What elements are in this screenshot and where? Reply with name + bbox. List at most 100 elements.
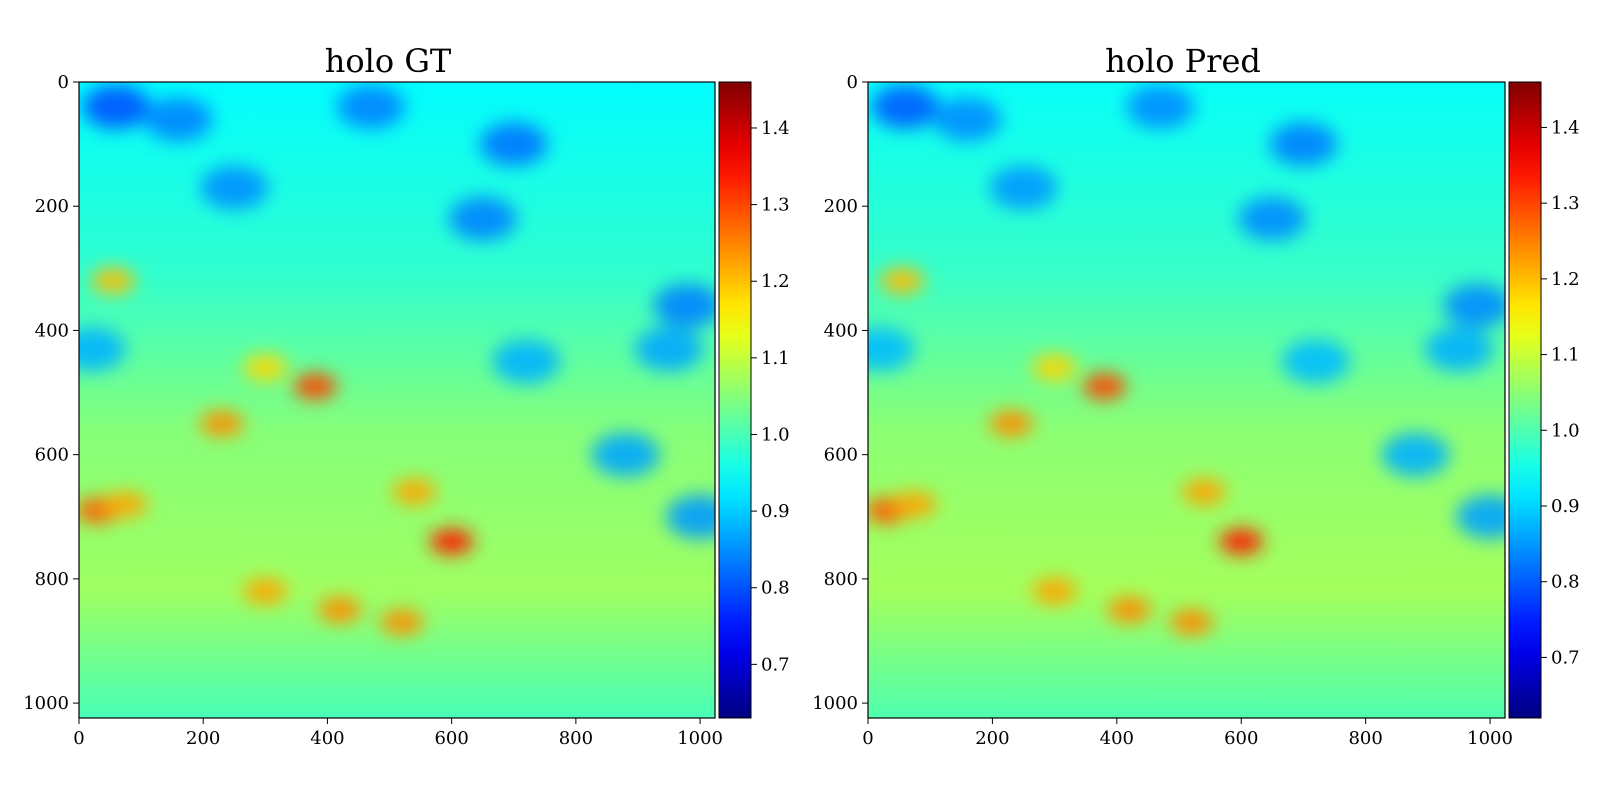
colorbar-tick-label: 0.7 <box>761 654 790 675</box>
x-axis: 0 200 400 600 800 1000 <box>862 718 1513 749</box>
colorbar <box>719 82 751 718</box>
y-tick-label: 1000 <box>23 693 69 714</box>
heatmap-coldspot <box>479 122 548 167</box>
colorbar-tick-label: 1.2 <box>761 271 790 292</box>
heatmap-hotspot <box>199 410 244 437</box>
heatmap-hotspot <box>429 528 474 555</box>
colorbar-tick-label: 1.3 <box>761 195 790 216</box>
colorbar-axis: 0.7 0.8 0.9 1.0 1.1 1.2 1.3 1.4 <box>1541 117 1580 668</box>
x-tick-label: 400 <box>1100 728 1134 749</box>
heatmap-coldspot <box>1238 196 1307 241</box>
heatmap-hotspot <box>91 267 136 294</box>
x-tick-label: 200 <box>975 728 1009 749</box>
colorbar-tick-label: 0.8 <box>761 578 790 599</box>
heatmap-coldspot <box>1424 327 1493 372</box>
heatmap-panel-pred: holo Pred 0 200 400 600 800 1000 0 200 400 600 80… <box>812 42 1579 749</box>
heatmap-hotspot <box>293 373 338 400</box>
heatmap-coldspot <box>868 327 915 372</box>
heatmap-hotspot <box>1082 373 1127 400</box>
colorbar-tick-label: 1.4 <box>1551 117 1580 138</box>
heatmap-hotspot <box>989 410 1034 437</box>
heatmap-coldspot <box>144 97 213 142</box>
heatmap-hotspot <box>1032 578 1077 605</box>
heatmap-hotspot <box>1107 596 1152 623</box>
colorbar-axis: 0.7 0.8 0.9 1.0 1.1 1.2 1.3 1.4 <box>751 118 790 675</box>
heatmap-coldspot <box>1443 283 1505 328</box>
y-tick-label: 400 <box>824 320 858 341</box>
heatmap-coldspot <box>1126 84 1195 129</box>
x-tick-label: 800 <box>1348 728 1382 749</box>
x-tick-label: 600 <box>434 728 468 749</box>
y-tick-label: 800 <box>35 569 69 590</box>
colorbar-tick-label: 1.0 <box>761 424 790 445</box>
heatmap-coldspot <box>82 84 151 129</box>
x-tick-label: 1000 <box>1467 728 1513 749</box>
heatmap-coldspot <box>666 494 715 539</box>
heatmap-image <box>868 82 1505 718</box>
y-tick-label: 800 <box>824 569 858 590</box>
colorbar-tick-label: 0.9 <box>1551 496 1580 517</box>
y-tick-label: 600 <box>824 445 858 466</box>
heatmap-hotspot <box>103 491 148 518</box>
heatmap-hotspot <box>1181 478 1226 505</box>
plot-frame <box>78 81 716 719</box>
heatmap-coldspot <box>653 283 715 328</box>
colorbar-tick-label: 0.8 <box>1551 572 1580 593</box>
y-tick-label: 200 <box>824 196 858 217</box>
y-tick-label: 600 <box>35 445 69 466</box>
heatmap-hotspot <box>1032 354 1077 381</box>
heatmap-coldspot <box>336 84 405 129</box>
heatmap-image <box>79 82 715 718</box>
heatmap-coldspot <box>448 196 517 241</box>
colorbar-tick-label: 1.4 <box>761 118 790 139</box>
chart-title: holo Pred <box>1105 42 1261 80</box>
colorbar-tick-label: 1.0 <box>1551 420 1580 441</box>
heatmap-hotspot <box>379 609 424 636</box>
heatmap-hotspot <box>243 578 288 605</box>
heatmap-hotspot <box>392 478 437 505</box>
x-tick-label: 0 <box>73 728 84 749</box>
x-tick-label: 0 <box>862 728 873 749</box>
y-tick-label: 1000 <box>812 693 858 714</box>
heatmap-coldspot <box>200 165 269 210</box>
heatmap-coldspot <box>591 432 660 477</box>
plot-frame <box>867 81 1506 719</box>
heatmap-coldspot <box>933 97 1002 142</box>
heatmap-panel-gt: holo GT 0 200 400 600 800 1000 0 200 400 600 800 1… <box>23 42 789 749</box>
y-tick-label: 0 <box>847 72 858 93</box>
chart-title: holo GT <box>325 42 452 80</box>
colorbar-tick-label: 1.1 <box>1551 345 1580 366</box>
y-axis: 0 200 400 600 800 1000 <box>812 72 868 714</box>
heatmap-hotspot <box>1169 609 1214 636</box>
heatmap-coldspot <box>1456 494 1505 539</box>
x-tick-label: 1000 <box>677 728 723 749</box>
colorbar-tick-label: 0.7 <box>1551 647 1580 668</box>
colorbar-frame <box>718 81 752 719</box>
heatmap-coldspot <box>1381 432 1450 477</box>
y-tick-label: 0 <box>58 72 69 93</box>
heatmap-hotspot <box>1219 528 1264 555</box>
heatmap-coldspot <box>871 84 940 129</box>
x-tick-label: 400 <box>310 728 344 749</box>
colorbar-tick-label: 0.9 <box>761 501 790 522</box>
colorbar-frame <box>1508 81 1542 719</box>
colorbar <box>1509 82 1541 718</box>
heatmap-coldspot <box>492 339 561 384</box>
colorbar-tick-label: 1.2 <box>1551 269 1580 290</box>
heatmap-hotspot <box>892 491 937 518</box>
y-axis: 0 200 400 600 800 1000 <box>23 72 79 714</box>
heatmap-coldspot <box>1281 339 1350 384</box>
colorbar-tick-label: 1.3 <box>1551 193 1580 214</box>
x-tick-label: 600 <box>1224 728 1258 749</box>
heatmap-coldspot <box>989 165 1058 210</box>
heatmap-hotspot <box>317 596 362 623</box>
y-tick-label: 200 <box>35 196 69 217</box>
heatmap-hotspot <box>880 267 925 294</box>
x-axis: 0 200 400 600 800 1000 <box>73 718 723 749</box>
heatmap-hotspot <box>243 354 288 381</box>
y-tick-label: 400 <box>35 320 69 341</box>
x-tick-label: 800 <box>559 728 593 749</box>
heatmap-coldspot <box>635 327 704 372</box>
